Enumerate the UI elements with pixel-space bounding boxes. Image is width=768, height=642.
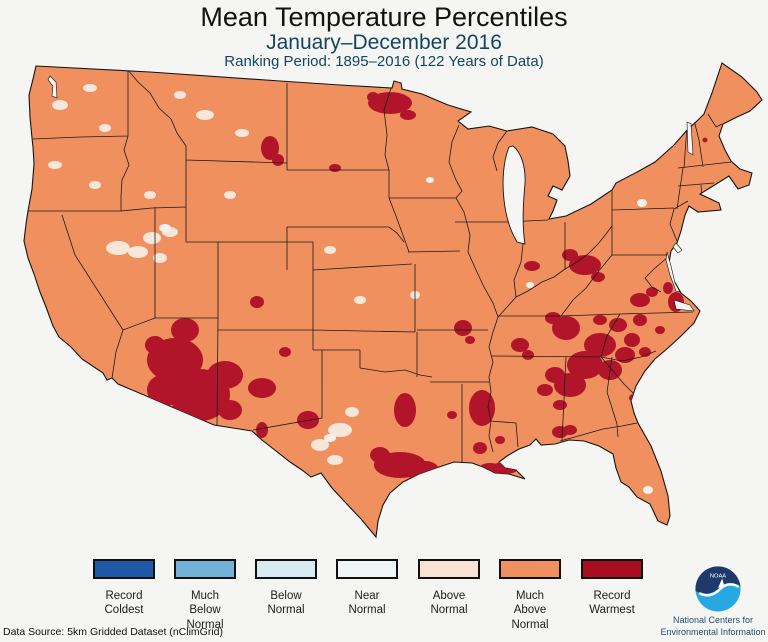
near-normal-patches [159, 177, 653, 494]
puget-sound [47, 75, 58, 99]
map-ranking-period: Ranking Period: 1895–2016 (122 Years of … [224, 53, 544, 70]
delaware-bay [672, 242, 683, 254]
legend-swatch-much-above-normal [499, 559, 561, 579]
legend-swatch-below-normal [255, 559, 317, 579]
above-normal-patches [48, 84, 420, 465]
legend-label-record-coldest: Record Coldest [104, 590, 144, 617]
legend-swatch-record-warmest [581, 559, 643, 579]
legend-label-above-normal: Above Normal [430, 590, 468, 617]
record-warmest-patches [145, 92, 708, 479]
legend-swatch-record-coldest [93, 559, 155, 579]
great-lakes-and-bays [47, 75, 695, 312]
attribution-line-1: National Centers for [672, 615, 754, 625]
legend-label-below-normal: Below Normal [267, 590, 305, 617]
legend-label-much-below-normal: Much Below Normal [186, 590, 224, 631]
pamlico-sound [673, 299, 695, 312]
data-source-note: Data Source: 5km Gridded Dataset (nClimG… [3, 626, 223, 638]
map-subtitle-period: January–December 2016 [266, 31, 502, 54]
noaa-attribution: National Centers for Environmental Infor… [658, 615, 768, 638]
legend-swatch-much-below-normal [174, 559, 236, 579]
legend-label-much-above-normal: Much Above Normal [511, 590, 549, 631]
noaa-logo-text: NOAA [710, 574, 726, 580]
legend-label-near-normal: Near Normal [348, 590, 386, 617]
page-title: Mean Temperature Percentiles [200, 2, 568, 32]
legend-swatch-near-normal [336, 559, 398, 579]
legend-label-record-warmest: Record Warmest [589, 590, 635, 617]
legend-swatch-above-normal [418, 559, 480, 579]
lake-champlain [686, 121, 694, 156]
attribution-line-2: Environmental Information [660, 626, 766, 637]
noaa-logo-icon: NOAA [695, 566, 741, 612]
lake-michigan [502, 145, 526, 245]
chesapeake-bay [665, 251, 681, 293]
state-boundaries [28, 69, 732, 463]
